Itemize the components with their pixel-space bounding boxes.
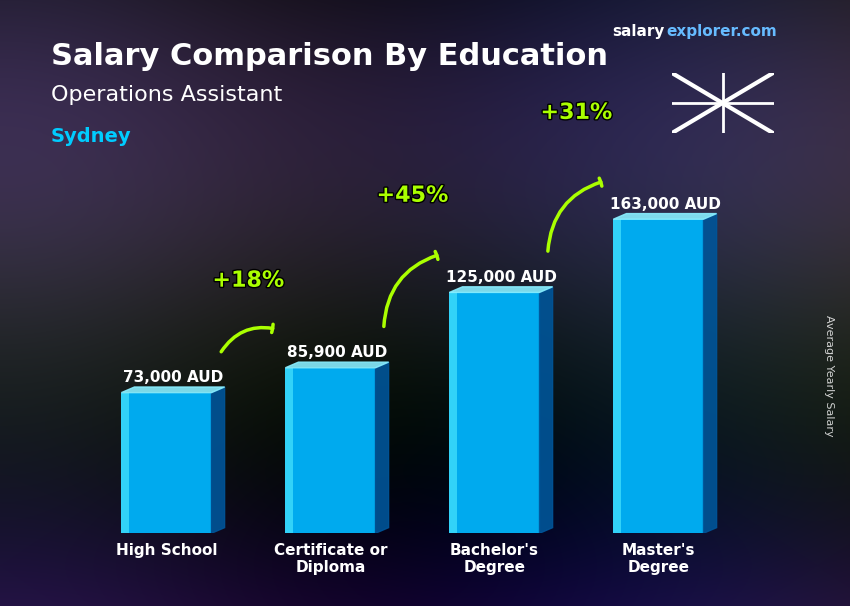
Bar [286,368,376,533]
Text: +31%: +31% [541,103,612,123]
Polygon shape [450,287,552,293]
Polygon shape [540,287,552,533]
Text: Salary Comparison By Education: Salary Comparison By Education [51,42,608,72]
Polygon shape [704,213,717,533]
Text: 73,000 AUD: 73,000 AUD [123,370,223,385]
Text: 125,000 AUD: 125,000 AUD [445,270,557,285]
Text: Average Yearly Salary: Average Yearly Salary [824,315,835,436]
Bar [614,219,620,533]
Bar [450,293,456,533]
Bar [614,219,704,533]
Text: 85,900 AUD: 85,900 AUD [286,345,387,360]
Polygon shape [286,362,388,368]
Text: Operations Assistant: Operations Assistant [51,85,282,105]
Polygon shape [212,387,224,533]
Bar [122,393,212,533]
Polygon shape [122,387,224,393]
Text: +45%: +45% [377,185,448,205]
Text: +18%: +18% [212,271,285,291]
Text: 163,000 AUD: 163,000 AUD [609,196,721,211]
Text: explorer.com: explorer.com [666,24,777,39]
Text: Sydney: Sydney [51,127,132,146]
Polygon shape [614,213,717,219]
Bar [286,368,292,533]
Bar [122,393,128,533]
Polygon shape [376,362,388,533]
Bar [450,293,540,533]
Text: salary: salary [612,24,665,39]
